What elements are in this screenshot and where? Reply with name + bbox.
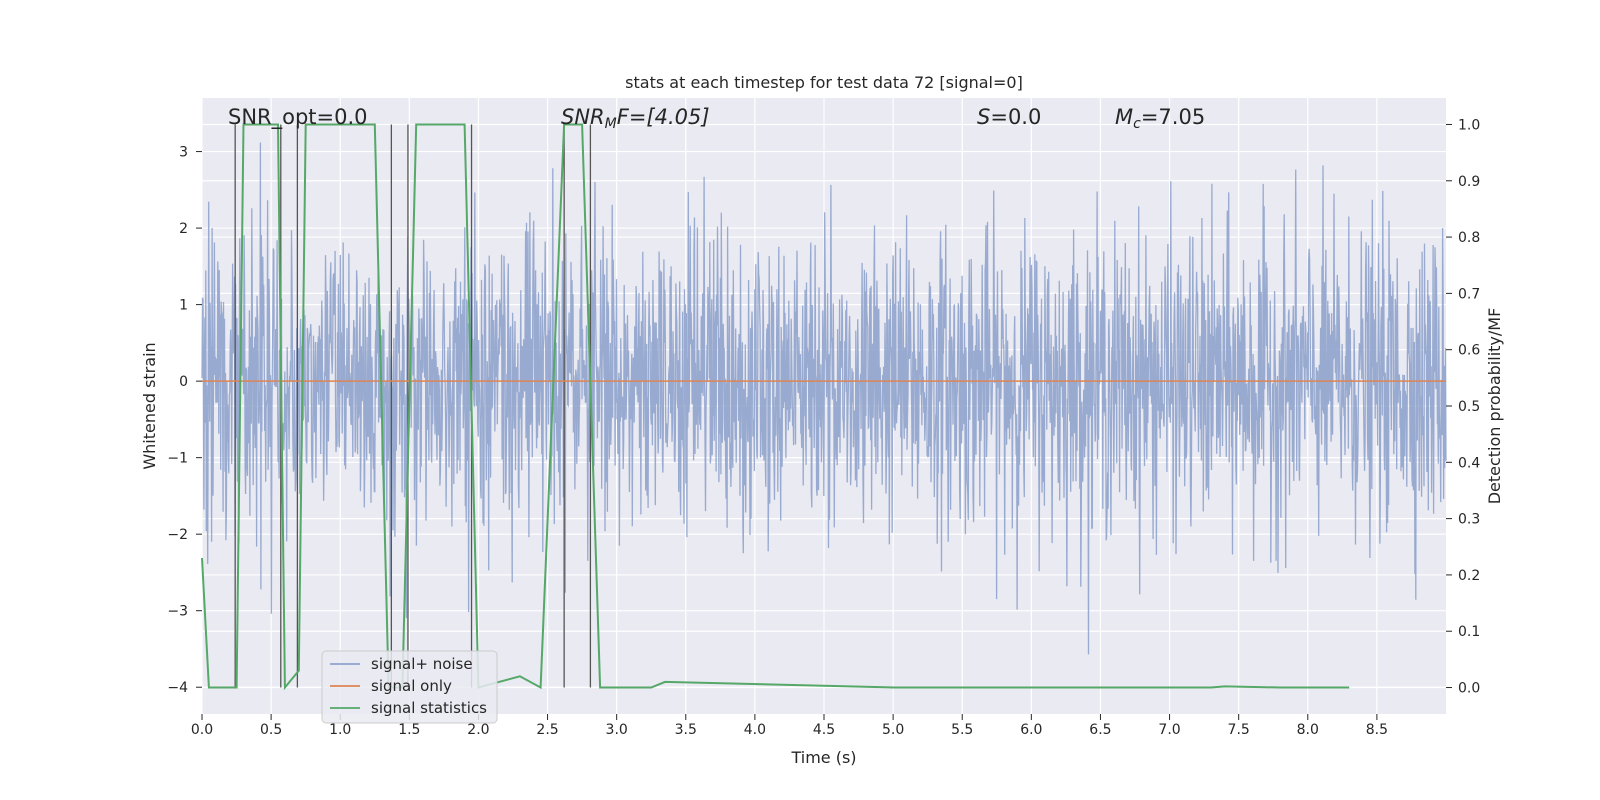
y-tick-label: 3: [179, 145, 188, 161]
annotation-snr-mf: SNRMF=[4.05]: [561, 105, 710, 132]
series-lines: [201, 123, 1446, 691]
legend-label-signal-statistics: signal statistics: [371, 699, 487, 717]
x-tick-label: 4.5: [813, 722, 835, 738]
annotation-s: S=0.0: [977, 105, 1041, 129]
y2-tick-label: 0.1: [1458, 624, 1480, 640]
chart-title: stats at each timestep for test data 72 …: [625, 73, 1023, 92]
x-tick-label: 3.5: [675, 722, 697, 738]
series-signal-statistics: [201, 123, 1350, 691]
legend-label-signal-noise: signal+ noise: [371, 655, 473, 673]
x-tick-label: 7.0: [1158, 722, 1180, 738]
x-tick-label: 0.0: [191, 722, 213, 738]
x-tick-label: 4.0: [744, 722, 766, 738]
y-tick-label: 1: [179, 298, 188, 314]
tick-labels: 0.0 0.5 1.0 1.5 2.0 2.5 3.0 3.5 4.0 4.5 5.0 5.5 6.0 6…: [167, 117, 1480, 738]
y2-tick-label: 0.6: [1458, 343, 1480, 359]
y-tick-label: 2: [179, 221, 188, 237]
y2-tick-label: 0.0: [1458, 681, 1480, 697]
y2-tick-label: 0.4: [1458, 455, 1480, 471]
x-tick-label: 8.0: [1297, 722, 1319, 738]
x-tick-label: 1.5: [398, 722, 420, 738]
legend: signal+ noise signal only signal statist…: [321, 650, 498, 724]
y-tick-label: 0: [179, 374, 188, 390]
x-tick-label: 7.5: [1228, 722, 1250, 738]
y2-tick-label: 0.2: [1458, 568, 1480, 584]
y-tick-label: −1: [167, 451, 188, 467]
y2-tick-label: 0.8: [1458, 230, 1480, 246]
y2-tick-label: 0.5: [1458, 399, 1480, 415]
x-tick-label: 6.5: [1089, 722, 1111, 738]
x-tick-label: 2.5: [536, 722, 558, 738]
annotation-snr-opt: SNR_opt=0.0: [228, 105, 368, 130]
y2-axis-label: Detection probability/MF: [1485, 308, 1504, 505]
legend-label-signal-only: signal only: [371, 677, 452, 695]
x-tick-label: 1.0: [329, 722, 351, 738]
x-tick-label: 5.5: [951, 722, 973, 738]
x-tick-label: 0.5: [260, 722, 282, 738]
y2-tick-label: 0.9: [1458, 174, 1480, 190]
y2-tick-label: 0.3: [1458, 512, 1480, 528]
annotation-mc: Mc=7.05: [1115, 105, 1205, 132]
y2-tick-label: 0.7: [1458, 286, 1480, 302]
x-tick-label: 3.0: [606, 722, 628, 738]
y2-tick-label: 1.0: [1458, 117, 1480, 133]
x-tick-label: 6.0: [1020, 722, 1042, 738]
y-tick-label: −3: [167, 604, 188, 620]
x-axis-label: Time (s): [790, 748, 856, 767]
y-tick-label: −2: [167, 527, 188, 543]
x-tick-label: 5.0: [882, 722, 904, 738]
y-tick-label: −4: [167, 680, 188, 696]
x-tick-label: 2.0: [467, 722, 489, 738]
y-axis-label: Whitened strain: [140, 342, 159, 469]
legend-box: [321, 650, 498, 724]
x-tick-label: 8.5: [1366, 722, 1388, 738]
